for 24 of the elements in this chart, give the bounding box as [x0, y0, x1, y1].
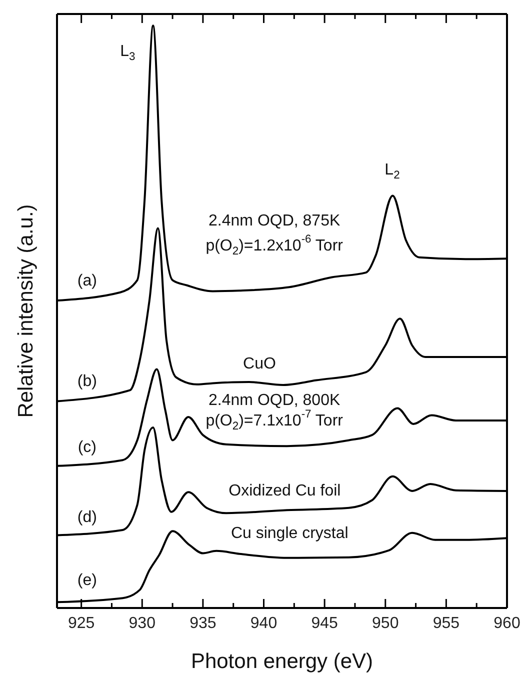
- x-tick-label: 930: [128, 615, 156, 632]
- annotation: (c): [78, 438, 96, 456]
- x-tick-label: 940: [250, 615, 278, 632]
- x-tick-label: 925: [68, 615, 95, 632]
- annotation: (e): [77, 572, 97, 589]
- x-tick-label: 955: [432, 615, 460, 632]
- x-tick-label: 960: [494, 615, 520, 632]
- annotation: p(O$_{2}$)=7.1x10$^{-7}$ Torr: [206, 408, 344, 432]
- annotation: (a): [77, 272, 97, 290]
- x-tick-label: 935: [190, 615, 216, 632]
- annotation: Oxidized Cu foil: [228, 482, 341, 499]
- annotation: 2.4nm OQD, 800K: [208, 392, 340, 409]
- x-tick-label: 945: [311, 615, 338, 632]
- x-tick-label: 950: [372, 615, 399, 632]
- y-axis-title: Relative intensity (a.u.): [14, 204, 38, 418]
- annotation: (b): [77, 372, 97, 390]
- annotation: 2.4nm OQD, 875K: [208, 212, 340, 230]
- x-axis-title: Photon energy (eV): [190, 650, 374, 673]
- annotation: L$_{2}$: [384, 161, 400, 182]
- annotation: (d): [77, 508, 97, 526]
- annotation: Cu single crystal: [230, 524, 348, 542]
- annotation: CuO: [243, 354, 276, 372]
- annotation: p(O$_{2}$)=1.2x10$^{-6}$ Torr: [206, 234, 344, 258]
- annotation: L$_{3}$: [120, 42, 136, 63]
